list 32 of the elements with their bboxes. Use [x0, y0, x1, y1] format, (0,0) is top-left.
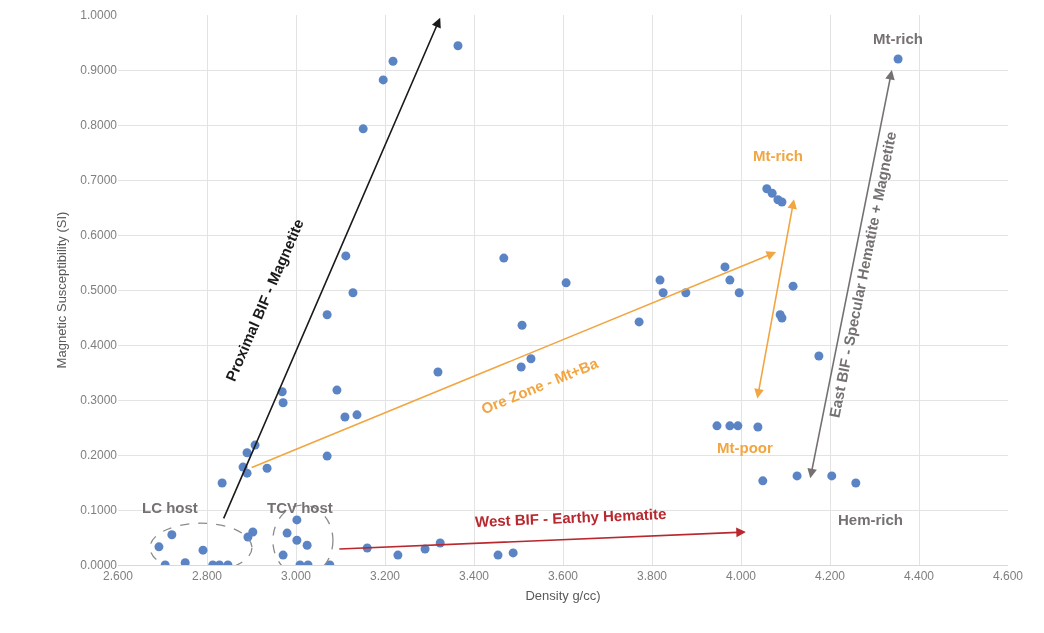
x-tick-label: 4.000	[725, 569, 757, 584]
y-tick-label: 0.9000	[80, 63, 118, 78]
annotation: East BIF - Specular Hematite + Magnetite	[825, 130, 900, 420]
y-tick-label: 0.5000	[80, 283, 118, 298]
x-tick-label: 3.200	[369, 569, 401, 584]
x-tick-label: 4.200	[814, 569, 846, 584]
x-tick-label: 4.600	[992, 569, 1024, 584]
y-tick-label: 0.6000	[80, 228, 118, 243]
annotation: West BIF - Earthy Hematite	[474, 504, 667, 530]
y-tick-label: 0.1000	[80, 503, 118, 518]
y-tick-label: 0.2000	[80, 448, 118, 463]
annotation: LC host	[142, 499, 198, 516]
y-tick-label: 1.0000	[80, 8, 118, 23]
y-tick-label: 0.4000	[80, 338, 118, 353]
x-tick-label: 2.800	[191, 569, 223, 584]
x-axis-title: Density g/cc)	[525, 588, 601, 603]
y-tick-label: 0.3000	[80, 393, 118, 408]
x-tick-label: 3.000	[280, 569, 312, 584]
annotation: Mt-rich	[873, 30, 923, 47]
annotation: Mt-poor	[717, 439, 773, 456]
annotation: Ore Zone - Mt+Ba	[478, 353, 601, 418]
x-tick-label: 2.600	[102, 569, 134, 584]
x-tick-label: 3.800	[636, 569, 668, 584]
x-tick-label: 3.600	[547, 569, 579, 584]
y-axis-title: Magnetic Susceptibility (SI)	[54, 211, 70, 369]
y-tick-label: 0.7000	[80, 173, 118, 188]
annotation: Hem-rich	[838, 511, 904, 528]
annotation: Mt-rich	[753, 147, 803, 164]
annotation: TCV host	[267, 499, 333, 516]
x-tick-label: 3.400	[458, 569, 490, 584]
y-tick-label: 0.8000	[80, 118, 118, 133]
x-tick-label: 4.400	[903, 569, 935, 584]
